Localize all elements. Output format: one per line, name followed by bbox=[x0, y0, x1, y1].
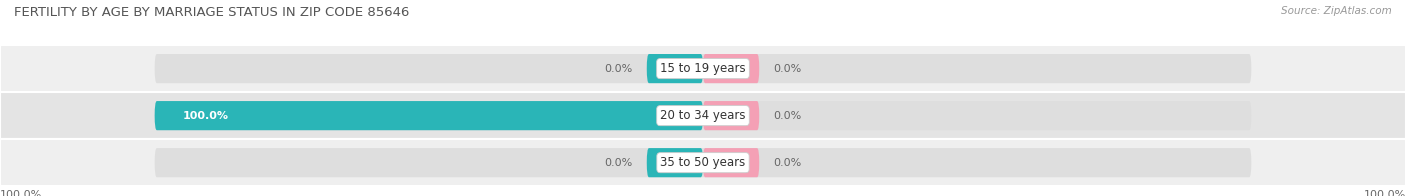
Text: 100.0%: 100.0% bbox=[183, 111, 229, 121]
Text: 100.0%: 100.0% bbox=[0, 190, 42, 196]
FancyBboxPatch shape bbox=[155, 54, 1251, 83]
Text: FERTILITY BY AGE BY MARRIAGE STATUS IN ZIP CODE 85646: FERTILITY BY AGE BY MARRIAGE STATUS IN Z… bbox=[14, 6, 409, 19]
FancyBboxPatch shape bbox=[155, 101, 1251, 130]
Text: 0.0%: 0.0% bbox=[773, 64, 801, 74]
Text: 15 to 19 years: 15 to 19 years bbox=[661, 62, 745, 75]
Bar bbox=[0, 45, 1406, 92]
FancyBboxPatch shape bbox=[155, 101, 703, 130]
FancyBboxPatch shape bbox=[647, 54, 703, 83]
Text: Source: ZipAtlas.com: Source: ZipAtlas.com bbox=[1281, 6, 1392, 16]
FancyBboxPatch shape bbox=[647, 148, 703, 177]
Bar bbox=[0, 139, 1406, 186]
Text: 0.0%: 0.0% bbox=[773, 111, 801, 121]
Text: 100.0%: 100.0% bbox=[1364, 190, 1406, 196]
FancyBboxPatch shape bbox=[703, 54, 759, 83]
Text: 0.0%: 0.0% bbox=[605, 158, 633, 168]
Text: 0.0%: 0.0% bbox=[605, 64, 633, 74]
FancyBboxPatch shape bbox=[703, 148, 759, 177]
Text: 20 to 34 years: 20 to 34 years bbox=[661, 109, 745, 122]
FancyBboxPatch shape bbox=[703, 101, 759, 130]
FancyBboxPatch shape bbox=[155, 148, 1251, 177]
Bar bbox=[0, 92, 1406, 139]
Text: 0.0%: 0.0% bbox=[773, 158, 801, 168]
Text: 35 to 50 years: 35 to 50 years bbox=[661, 156, 745, 169]
